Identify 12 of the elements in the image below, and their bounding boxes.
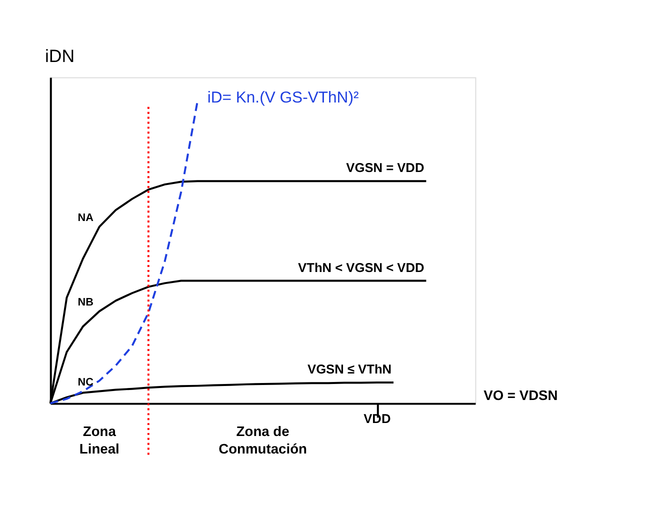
x-axis-title: VO = VDSN (484, 386, 558, 403)
annotation: NB (78, 296, 94, 308)
text: Zona de Conmutación (218, 422, 307, 457)
annotation: NA (78, 212, 94, 224)
annotation: NC (78, 376, 94, 388)
series-label: VGSN = VDD (346, 160, 424, 176)
series-label: VThN < VGSN < VDD (298, 260, 424, 275)
text: Zona Lineal (79, 422, 120, 457)
text: VDD (364, 411, 391, 426)
y-axis-title: iDN (44, 46, 75, 66)
series-label: iD= Kn.(V GS-VThN)² (207, 89, 359, 106)
series-label: VGSN ≤ VThN (308, 362, 392, 377)
